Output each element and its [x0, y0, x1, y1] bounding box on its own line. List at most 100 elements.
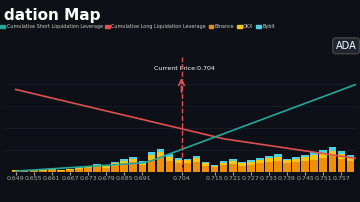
- Bar: [30, 170, 37, 172]
- Bar: [319, 158, 327, 172]
- Bar: [12, 171, 19, 172]
- Bar: [48, 170, 55, 172]
- Bar: [130, 159, 137, 162]
- Bar: [329, 156, 336, 172]
- Bar: [66, 168, 74, 169]
- Bar: [220, 163, 228, 165]
- Bar: [75, 167, 83, 168]
- Bar: [121, 159, 128, 161]
- Bar: [184, 160, 191, 163]
- Bar: [84, 167, 92, 168]
- Bar: [301, 161, 309, 172]
- Bar: [247, 162, 255, 165]
- Bar: [229, 161, 237, 164]
- Text: dation Map: dation Map: [4, 8, 100, 23]
- Bar: [157, 152, 164, 157]
- Bar: [229, 159, 237, 161]
- Bar: [39, 171, 46, 172]
- Bar: [292, 159, 300, 162]
- Bar: [238, 162, 246, 163]
- Bar: [75, 168, 83, 169]
- Bar: [329, 147, 336, 150]
- Text: ADA: ADA: [336, 41, 356, 51]
- Bar: [121, 161, 128, 164]
- Bar: [193, 158, 201, 162]
- Bar: [157, 149, 164, 152]
- Bar: [166, 157, 173, 161]
- Bar: [283, 163, 291, 172]
- Bar: [93, 167, 101, 172]
- Bar: [301, 155, 309, 157]
- Bar: [310, 155, 318, 160]
- Bar: [139, 161, 146, 163]
- Bar: [256, 160, 264, 163]
- Bar: [102, 168, 110, 172]
- Bar: [274, 161, 282, 172]
- Legend: Cumulative Short Liquidation Leverage, Cumulative Long Liquidation Leverage, Bin: Cumulative Short Liquidation Leverage, C…: [0, 22, 277, 31]
- Bar: [121, 164, 128, 172]
- Bar: [338, 159, 345, 172]
- Bar: [310, 160, 318, 172]
- Bar: [265, 162, 273, 172]
- Bar: [229, 164, 237, 172]
- Bar: [283, 159, 291, 160]
- Bar: [338, 154, 345, 159]
- Bar: [301, 157, 309, 161]
- Bar: [329, 150, 336, 156]
- Bar: [283, 160, 291, 163]
- Bar: [347, 155, 354, 157]
- Bar: [57, 170, 65, 171]
- Bar: [84, 166, 92, 167]
- Bar: [356, 160, 360, 163]
- Bar: [175, 163, 182, 172]
- Bar: [256, 158, 264, 160]
- Bar: [111, 166, 119, 172]
- Bar: [319, 153, 327, 158]
- Bar: [211, 166, 219, 167]
- Bar: [338, 151, 345, 154]
- Bar: [93, 165, 101, 167]
- Bar: [193, 162, 201, 172]
- Bar: [274, 154, 282, 157]
- Bar: [202, 166, 210, 172]
- Bar: [157, 157, 164, 172]
- Bar: [265, 156, 273, 158]
- Bar: [102, 166, 110, 168]
- Bar: [148, 160, 155, 172]
- Bar: [319, 150, 327, 153]
- Bar: [166, 154, 173, 157]
- Bar: [211, 165, 219, 166]
- Bar: [66, 169, 74, 170]
- Bar: [148, 155, 155, 160]
- Bar: [220, 165, 228, 172]
- Bar: [48, 169, 55, 170]
- Bar: [238, 163, 246, 166]
- Bar: [166, 161, 173, 172]
- Bar: [184, 163, 191, 172]
- Bar: [66, 170, 74, 172]
- Bar: [274, 157, 282, 161]
- Bar: [93, 164, 101, 165]
- Bar: [220, 161, 228, 163]
- Bar: [148, 152, 155, 155]
- Bar: [202, 162, 210, 163]
- Bar: [12, 170, 19, 171]
- Bar: [292, 157, 300, 159]
- Bar: [57, 171, 65, 172]
- Bar: [238, 166, 246, 172]
- Bar: [310, 152, 318, 155]
- Bar: [130, 162, 137, 172]
- Bar: [75, 169, 83, 172]
- Bar: [347, 157, 354, 161]
- Bar: [265, 158, 273, 162]
- Text: Current Price:0.704: Current Price:0.704: [154, 66, 215, 71]
- Bar: [356, 158, 360, 160]
- Bar: [139, 165, 146, 172]
- Bar: [21, 171, 28, 172]
- Bar: [247, 160, 255, 162]
- Bar: [292, 162, 300, 172]
- Bar: [193, 156, 201, 158]
- Bar: [175, 158, 182, 160]
- Bar: [111, 163, 119, 166]
- Bar: [175, 160, 182, 163]
